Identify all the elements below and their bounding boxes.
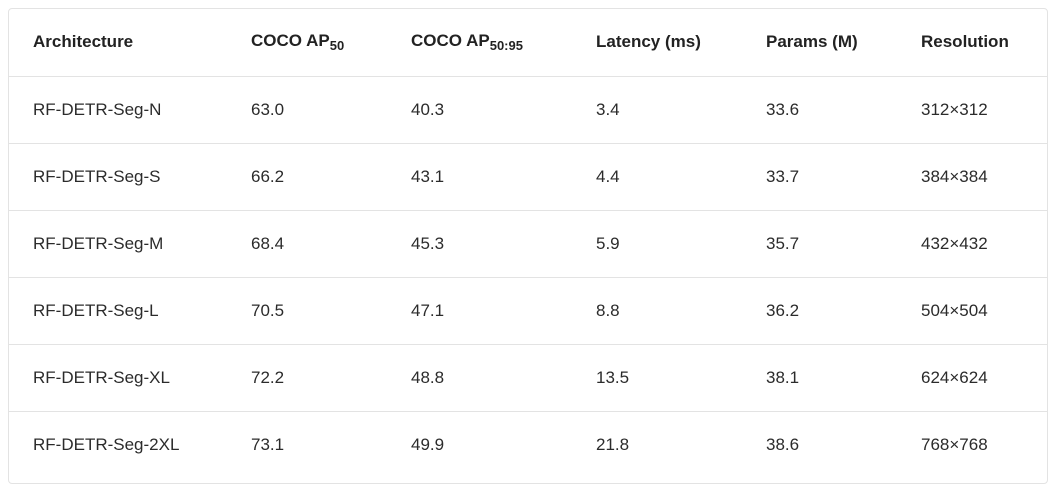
header-text: Latency (ms) [596,32,701,52]
table-cell: RF-DETR-Seg-S [9,142,227,210]
table-cell: 5.9 [572,209,742,277]
header-text: Resolution [921,32,1009,52]
header-row: Architecture COCO AP50 COCO AP50:95 Latency… [9,9,1047,76]
table-cell: RF-DETR-Seg-XL [9,343,227,411]
table-row: RF-DETR-Seg-S 66.2 43.1 4.4 33.7 384×384 [9,142,1047,210]
table-cell: 624×624 [897,343,1047,411]
table-cell: 40.3 [387,75,572,143]
table-cell: 13.5 [572,343,742,411]
table-cell: 72.2 [227,343,387,411]
header-subscript: 50:95 [489,38,523,54]
table-cell: 312×312 [897,75,1047,143]
table-cell: 63.0 [227,75,387,143]
header-cell: Resolution [897,9,1047,76]
table-cell: 66.2 [227,142,387,210]
table-cell: 33.7 [742,142,897,210]
table-cell: 384×384 [897,142,1047,210]
table-row: RF-DETR-Seg-N 63.0 40.3 3.4 33.6 312×312 [9,75,1047,143]
header-cell: COCO AP50 [227,9,387,76]
table-container: Architecture COCO AP50 COCO AP50:95 Latency… [8,8,1048,484]
header-cell: COCO AP50:95 [387,9,572,76]
header-text: Params (M) [766,32,858,52]
table-cell: 432×432 [897,209,1047,277]
table-body: Architecture COCO AP50 COCO AP50:95 Latency… [9,9,1047,478]
table-row: RF-DETR-Seg-L 70.5 47.1 8.8 36.2 504×504 [9,276,1047,344]
table-cell: RF-DETR-Seg-N [9,75,227,143]
table-cell: 8.8 [572,276,742,344]
table-row: RF-DETR-Seg-2XL 73.1 49.9 21.8 38.6 768×768 [9,410,1047,478]
table-cell: 38.1 [742,343,897,411]
table-cell: 504×504 [897,276,1047,344]
table-cell: RF-DETR-Seg-M [9,209,227,277]
table-cell: 68.4 [227,209,387,277]
table-cell: 45.3 [387,209,572,277]
table-cell: 21.8 [572,410,742,478]
table-cell: 47.1 [387,276,572,344]
table-cell: 43.1 [387,142,572,210]
table-cell: 73.1 [227,410,387,478]
results-table: Architecture COCO AP50 COCO AP50:95 Latency… [9,9,1047,478]
table-cell: 38.6 [742,410,897,478]
header-cell: Latency (ms) [572,9,742,76]
table-row: RF-DETR-Seg-XL 72.2 48.8 13.5 38.1 624×624 [9,343,1047,411]
header-cell: Architecture [9,9,227,76]
table-cell: RF-DETR-Seg-2XL [9,410,227,478]
table-cell: RF-DETR-Seg-L [9,276,227,344]
table-cell: 48.8 [387,343,572,411]
table-cell: 35.7 [742,209,897,277]
table-cell: 3.4 [572,75,742,143]
header-text: COCO AP [251,31,330,51]
header-text: Architecture [33,32,134,52]
table-cell: 70.5 [227,276,387,344]
header-subscript: 50 [329,38,345,54]
table-cell: 33.6 [742,75,897,143]
table-cell: 4.4 [572,142,742,210]
header-cell: Params (M) [742,9,897,76]
table-cell: 36.2 [742,276,897,344]
table-row: RF-DETR-Seg-M 68.4 45.3 5.9 35.7 432×432 [9,209,1047,277]
table-cell: 49.9 [387,410,572,478]
header-text: COCO AP [411,31,490,51]
table-cell: 768×768 [897,410,1047,478]
